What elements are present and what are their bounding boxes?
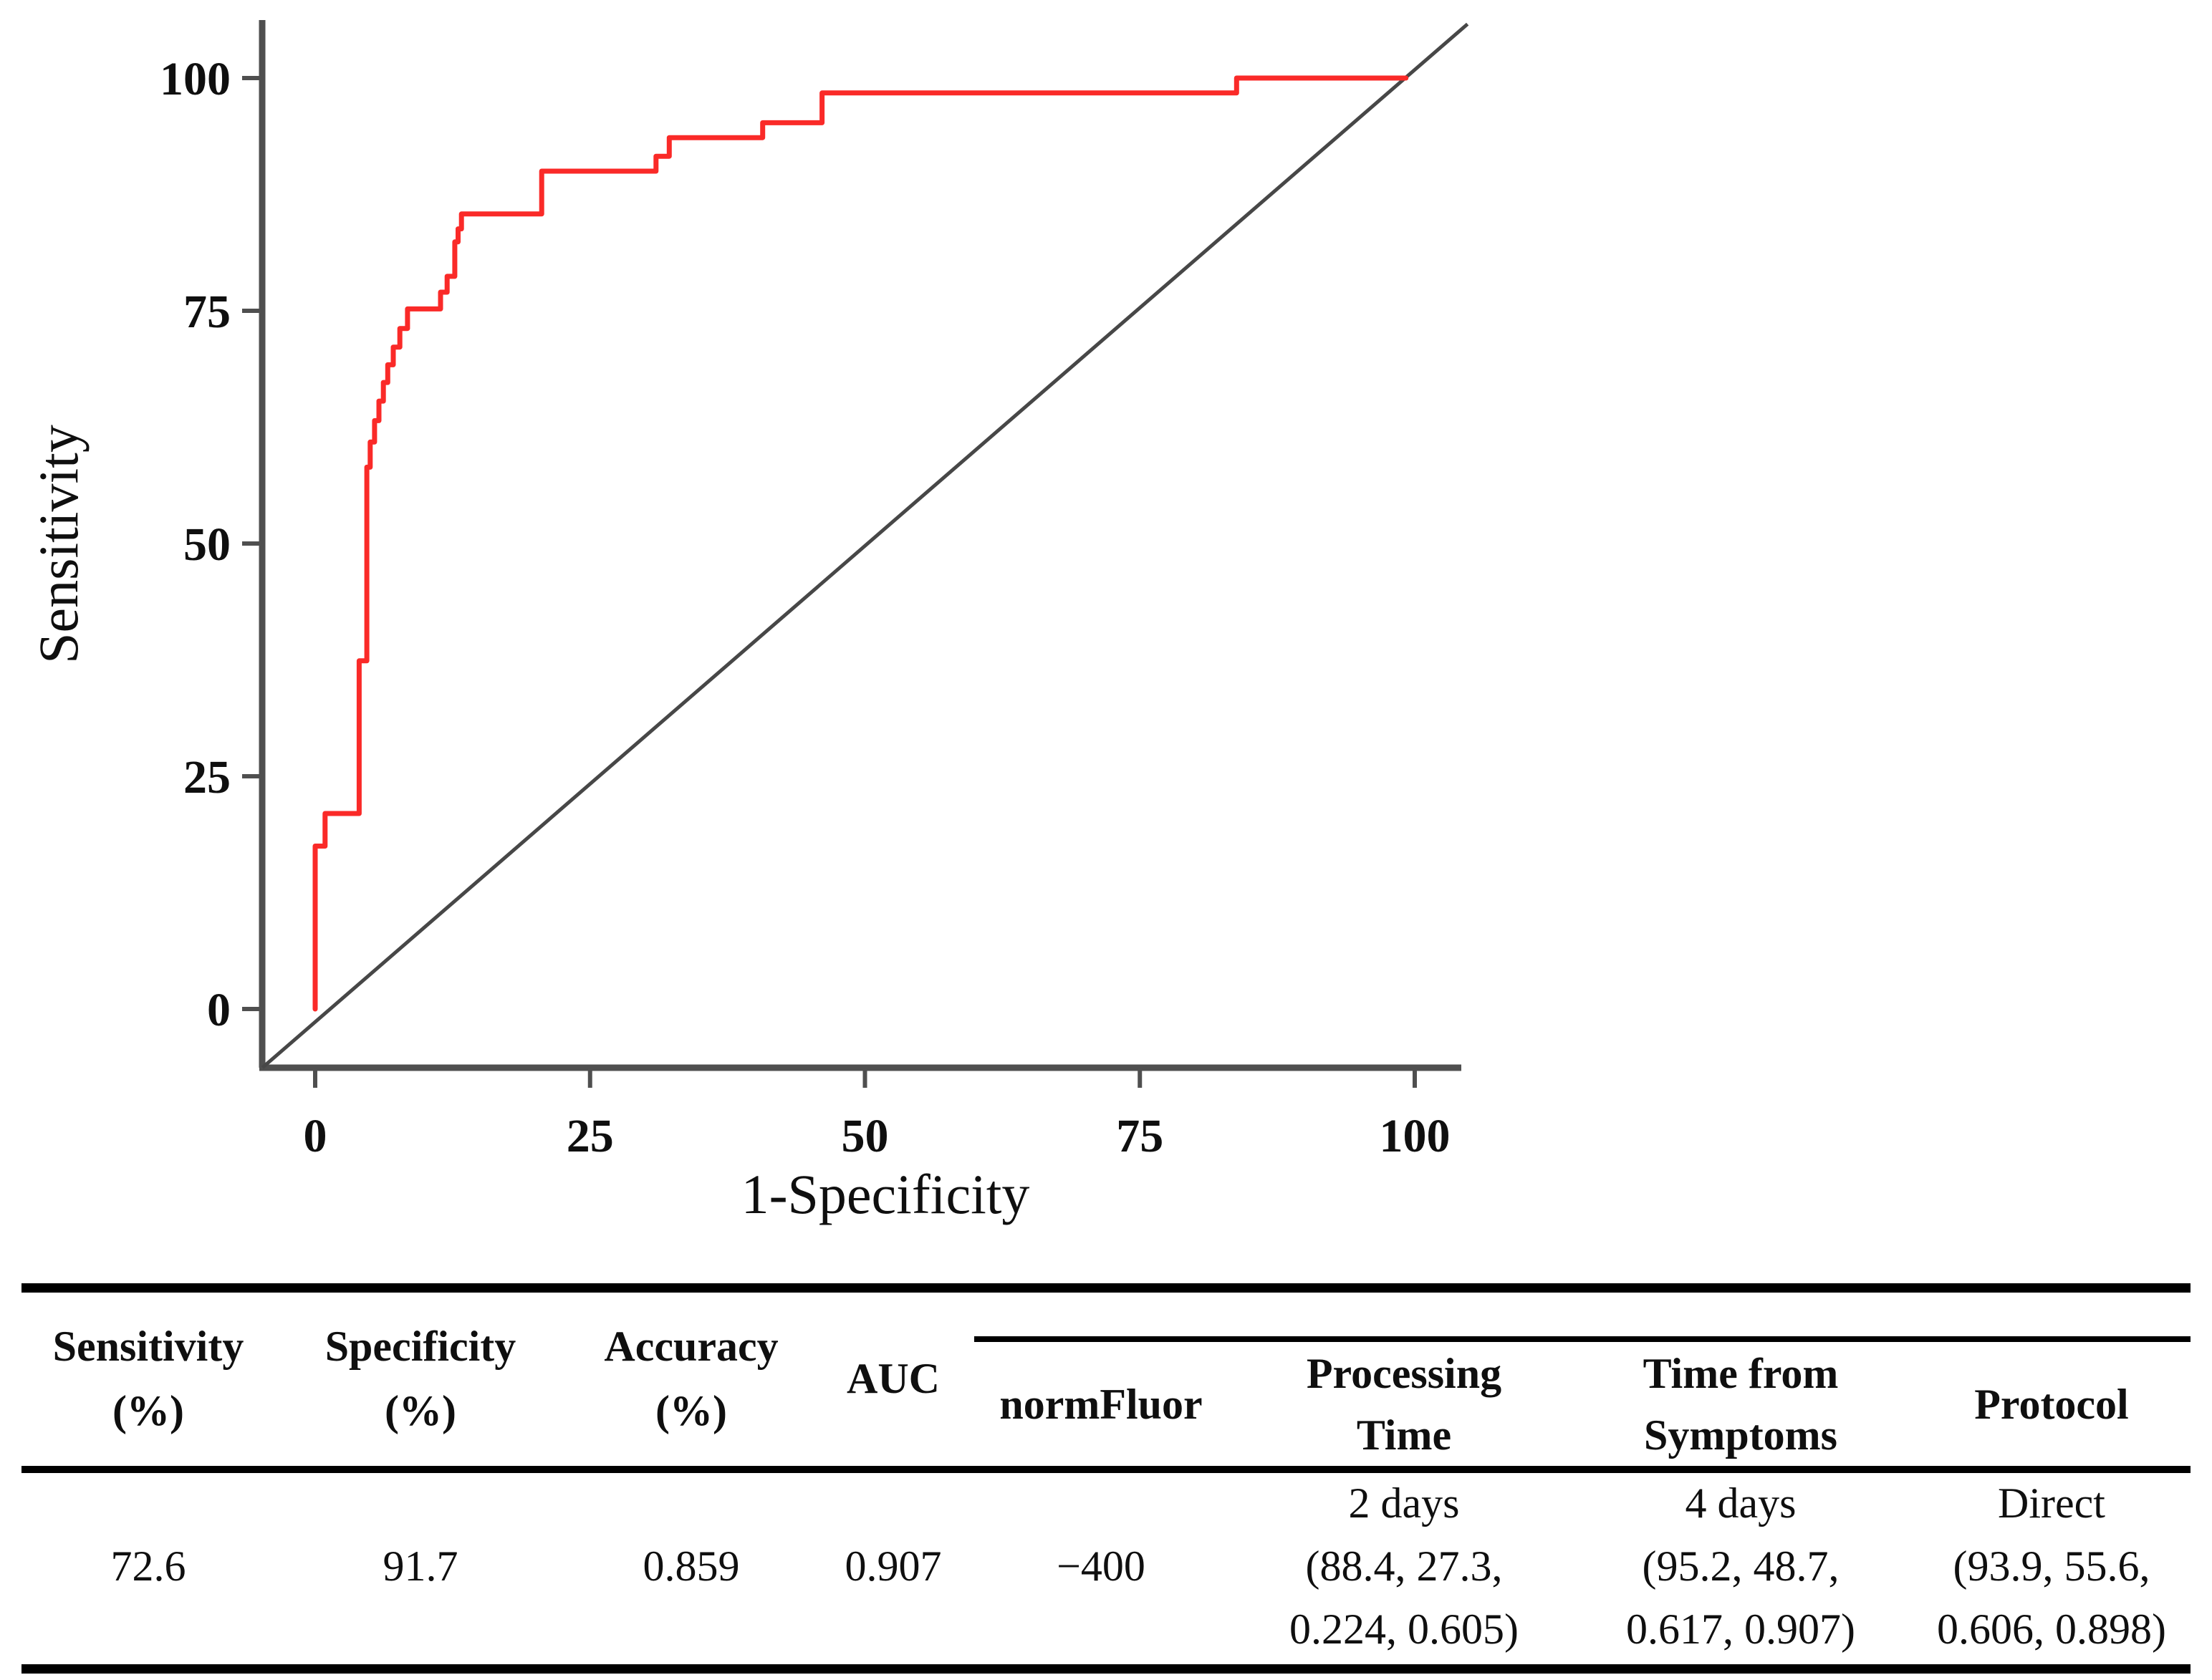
roc-curve-line xyxy=(312,75,1409,1012)
x-tick-label: 100 xyxy=(1380,1110,1451,1162)
cell-normfluor: −400 xyxy=(1057,1543,1145,1590)
col-header-specificity: Specificity (%) xyxy=(324,1322,516,1434)
cell-sensitivity: 72.6 xyxy=(110,1543,186,1590)
table-rule-group-top xyxy=(974,1336,2191,1342)
col-header-sensitivity: Sensitivity (%) xyxy=(52,1322,244,1434)
col-header-time-from-symptoms: Time from Symptoms xyxy=(1643,1349,1839,1459)
cell-specificity: 91.7 xyxy=(383,1543,458,1590)
reference-diagonal-line xyxy=(261,22,1469,1069)
y-axis-title: Sensitivity xyxy=(27,425,90,664)
cell-auc: 0.907 xyxy=(845,1543,942,1590)
col-header-accuracy: Accuracy (%) xyxy=(604,1322,779,1434)
roc-chart: 0 25 50 75 100 0 25 50 75 100 Sensitivity 1-Specifi… xyxy=(27,20,1469,1225)
cell-processing-time: 2 days (88.4, 27.3, 0.224, 0.605) xyxy=(1289,1479,1519,1653)
y-tick-label: 50 xyxy=(183,518,231,571)
cell-time-from-symptoms: 4 days (95.2, 48.7, 0.617, 0.907) xyxy=(1626,1479,1855,1653)
cell-accuracy: 0.859 xyxy=(643,1543,740,1590)
x-tick-label: 25 xyxy=(567,1110,614,1162)
results-table: Sensitivity (%) Specificity (%) Accuracy… xyxy=(21,1283,2191,1674)
roc-figure: 0 25 50 75 100 0 25 50 75 100 Sensitivity 1-Specifi… xyxy=(27,20,1469,1225)
y-tick-label: 75 xyxy=(183,286,231,338)
y-tick-label: 25 xyxy=(183,751,231,803)
col-header-protocol: Protocol xyxy=(1974,1380,2129,1428)
x-tick-label: 0 xyxy=(304,1110,327,1162)
y-tick-label: 100 xyxy=(160,53,231,105)
col-header-auc: AUC xyxy=(847,1354,940,1402)
col-header-normfluor: normFluor xyxy=(999,1380,1203,1428)
x-axis-title: 1-Specificity xyxy=(741,1163,1030,1225)
table-rule-header-bottom xyxy=(21,1466,2191,1473)
x-tick-label: 75 xyxy=(1116,1110,1163,1162)
y-tick-label: 0 xyxy=(207,984,231,1036)
x-tick-label: 50 xyxy=(842,1110,889,1162)
cell-protocol: Direct (93.9, 55.6, 0.606, 0.898) xyxy=(1937,1479,2166,1653)
table-rule-top xyxy=(21,1283,2191,1293)
col-header-processing-time: Processing Time xyxy=(1306,1349,1502,1459)
table-rule-bottom xyxy=(21,1664,2191,1674)
